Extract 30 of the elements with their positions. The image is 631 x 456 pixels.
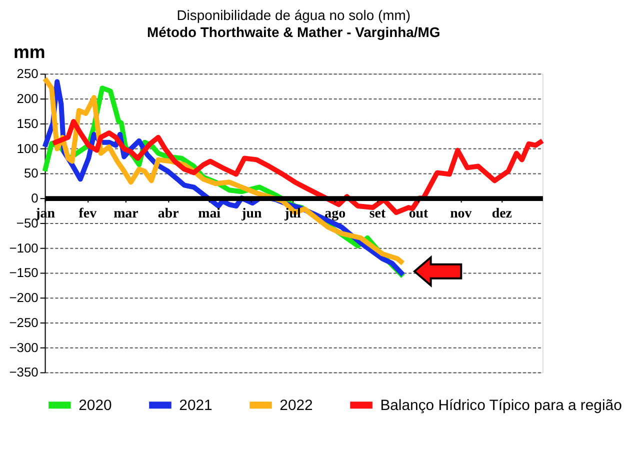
y-tick-label: −50	[16, 215, 38, 230]
x-tick-label: ago	[324, 206, 346, 222]
x-tick-label: jun	[240, 206, 262, 222]
x-tick-label: abr	[158, 206, 179, 222]
y-tick-label: −250	[9, 314, 38, 330]
x-tick-label: mai	[198, 206, 221, 222]
y-tick-label: −350	[9, 364, 38, 380]
y-tick-label: 150	[16, 116, 38, 131]
legend-label: 2021	[179, 397, 212, 414]
x-tick-label: nov	[450, 206, 472, 222]
legend-label: Balanço Hídrico Típico para a região	[380, 397, 622, 414]
legend-label: 2020	[78, 397, 112, 414]
y-tick-label: 50	[24, 166, 38, 181]
y-tick-label: −300	[9, 340, 38, 355]
y-tick-label: 100	[16, 140, 38, 156]
y-axis-title: mm	[13, 42, 46, 62]
x-tick-label: out	[408, 206, 429, 222]
y-tick-label: 200	[16, 91, 38, 106]
chart-title: Disponibilidade de água no solo (mm)	[176, 6, 410, 23]
y-tick-label: −200	[9, 290, 38, 306]
legend-label: 2022	[280, 397, 313, 414]
x-tick-label: fev	[78, 206, 97, 222]
y-tick-label: −150	[9, 265, 38, 280]
y-tick-label: −100	[9, 240, 38, 256]
x-tick-label: dez	[492, 206, 512, 222]
chart-subtitle: Método Thorthwaite & Mather - Varginha/MG	[147, 24, 440, 40]
y-tick-label: 0	[31, 190, 38, 206]
x-tick-label: mar	[114, 206, 138, 222]
x-tick-label: set	[369, 206, 386, 222]
y-tick-label: 250	[16, 66, 38, 82]
